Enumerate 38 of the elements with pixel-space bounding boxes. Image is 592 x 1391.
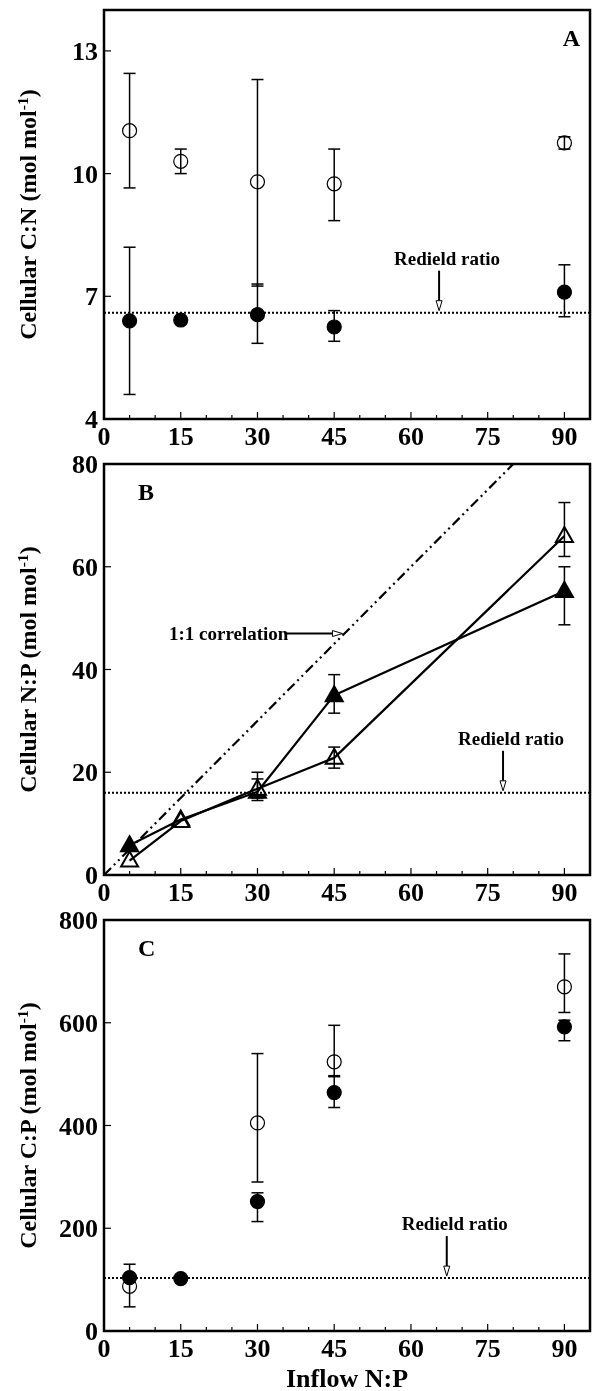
x-tick-label: 90 [551,878,578,907]
text: A [562,25,581,51]
y-tick-label: 4 [85,405,98,435]
x-tick-label: 75 [474,878,501,907]
y-tick-label: 13 [72,37,98,66]
y-tick-label: 400 [59,1111,98,1141]
y-tick-label: 600 [59,1008,98,1038]
y-tick-label: 40 [72,655,98,685]
x-axis-title: Inflow N:P [285,1364,409,1391]
y-tick-label: 20 [72,758,98,788]
x-tick-label: 60 [397,878,424,907]
x-tick-label: 30 [244,422,271,451]
text: C [138,935,156,961]
annotation: 1:1 correlation [169,622,289,644]
x-tick-label: 45 [321,422,348,451]
x-tick-label: 75 [474,1334,501,1363]
text: B [138,479,155,505]
x-tick-label: 45 [321,878,348,907]
y-tick-label: 60 [72,552,98,582]
y-tick-label: 800 [59,906,98,936]
y-tick-label: 7 [85,282,98,312]
y-tick-label: 200 [59,1214,98,1244]
x-tick-label: 60 [397,1334,424,1363]
annotation: Redield ratio [401,1213,508,1235]
x-tick-label: 30 [244,878,271,907]
x-tick-label: 15 [167,878,194,907]
x-tick-label: 15 [167,422,194,451]
x-tick-label: 90 [551,422,578,451]
annotation: Redield ratio [457,727,565,749]
y-tick-label: 80 [72,450,98,480]
annotation: Redield ratio [394,247,501,269]
x-tick-label: 90 [551,1334,578,1363]
x-tick-label: 30 [244,1334,271,1363]
x-tick-label: 45 [321,1334,348,1363]
x-tick-label: 60 [397,422,424,451]
y-tick-label: 10 [72,159,98,189]
x-tick-label: 75 [474,422,501,451]
x-tick-label: 15 [167,1334,194,1363]
